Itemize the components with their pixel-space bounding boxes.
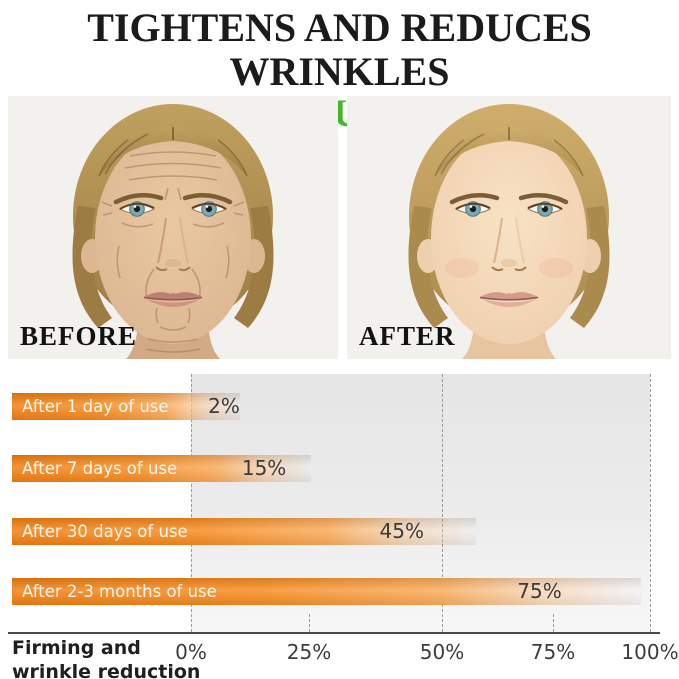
bar-row: After 2-3 months of use 75% — [12, 578, 641, 605]
bar-value-label: 2% — [208, 394, 240, 418]
bar-category-label: After 7 days of use — [22, 459, 178, 478]
woman-face-before-illustration — [8, 96, 338, 359]
gridline-75% — [553, 614, 554, 632]
axis-tick-label: 50% — [419, 640, 465, 664]
bar-value-label: 15% — [241, 456, 287, 480]
gridline-100% — [650, 374, 651, 632]
gridline-0% — [191, 374, 192, 632]
axis-tick-label: 25% — [286, 640, 332, 664]
y-axis-label: Firming and wrinkle reduction — [12, 637, 201, 679]
woman-face-after-illustration — [347, 96, 671, 359]
headline-line1: TIGHTENS AND REDUCES WRINKLES — [87, 5, 592, 94]
bar-row: After 1 day of use 2% — [12, 393, 240, 420]
bar-row: After 30 days of use 45% — [12, 518, 477, 545]
gridline-25% — [309, 614, 310, 632]
after-photo: AFTER — [347, 96, 671, 359]
bar-value-label: 45% — [379, 519, 424, 543]
bar-row: After 7 days of use 15% — [12, 455, 312, 482]
axis-tick-label: 75% — [530, 640, 576, 664]
x-axis-line — [8, 632, 660, 634]
results-bar-chart: 0% 25% 50% 75% 100% After 1 day of use 2% After… — [0, 374, 679, 679]
gridline-50% — [442, 374, 443, 632]
axis-tick-label: 100% — [621, 640, 679, 664]
bar-category-label: After 1 day of use — [22, 397, 169, 416]
bar-value-label: 75% — [517, 579, 562, 603]
bar-category-label: After 2-3 months of use — [22, 582, 217, 601]
before-label: BEFORE — [20, 321, 138, 351]
before-photo: BEFORE — [8, 96, 338, 359]
axis-tick-label: 0% — [175, 640, 207, 664]
after-label: AFTER — [359, 321, 456, 351]
bar-category-label: After 30 days of use — [22, 522, 188, 541]
